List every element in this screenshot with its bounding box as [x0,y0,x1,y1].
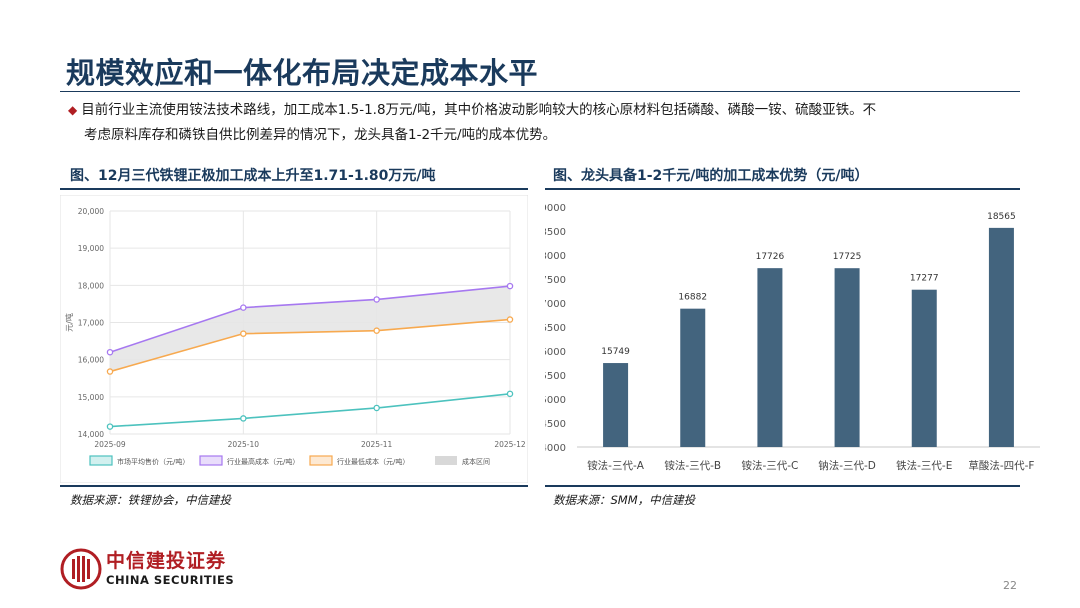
x-tick-label: 2025-12 [494,440,526,449]
y-tick-label: 19,000 [78,244,104,253]
y-tick-label: 16,000 [78,356,104,365]
series-line-1 [109,285,511,353]
bullet-text-line-1: 目前行业主流使用铵法技术路线，加工成本1.5-1.8万元/吨，其中价格波动影响较… [81,102,877,118]
left-panel-bottom-rule [60,485,528,487]
bar-4 [911,289,937,447]
legend-swatch [199,455,223,466]
bar-1 [680,308,706,447]
series-point-1 [106,348,114,356]
bar-5 [988,227,1014,447]
legend-swatch [309,455,333,466]
series-point-1 [373,296,380,303]
bar-3 [834,268,860,447]
y-tick-label: 18,000 [78,281,104,290]
cost-trend-line-chart: 14,000 15,000 16,000 17,000 18,000 19,000 20,0… [60,195,528,483]
bar-2 [757,268,783,447]
series-point-2 [373,327,380,334]
y-tick-label: 17500 [545,275,566,286]
series-line-0 [109,393,511,428]
y-tick-label: 14500 [545,419,566,430]
y-tick-label: 16500 [545,323,566,334]
legend-label: 成本区间 [462,457,490,466]
company-logo: 中信建投证券 CHINA SECURITIES [60,548,234,590]
page-number: 22 [1003,579,1017,592]
bar-data-label: 16882 [678,293,707,303]
bar-data-label: 17725 [833,252,862,262]
legend-label: 市场平均售价（元/吨） [117,457,189,466]
y-tick-label: 20,000 [78,207,104,216]
left-chart-title: 图、12月三代铁锂正极加工成本上升至1.71-1.80万元/吨 [70,168,436,184]
left-panel-top-rule [60,188,528,190]
y-tick-label: 14,000 [78,430,104,439]
y-tick-label: 15,000 [78,393,104,402]
y-tick-label: 17000 [545,299,566,310]
x-tick-label: 钠法-三代-D [818,459,876,472]
bar-0 [603,363,629,447]
x-tick-label: 2025-11 [361,440,393,449]
y-tick-label: 17,000 [78,319,104,328]
series-line-2 [109,318,511,373]
y-tick-label: 15000 [545,395,566,406]
summary-bullet: ◆ 目前行业主流使用铵法技术路线，加工成本1.5-1.8万元/吨，其中价格波动影响… [68,98,1018,148]
bullet-diamond-icon: ◆ [68,103,78,117]
page-title: 规模效应和一体化布局决定成本水平 [66,56,539,90]
citic-logo-icon [60,548,102,590]
y-tick-label: 18000 [545,251,566,262]
right-chart-title: 图、龙头具备1-2千元/吨的加工成本优势（元/吨） [553,168,869,184]
logo-chinese-name: 中信建投证券 [106,549,227,572]
title-divider [60,91,1020,92]
cost-range-band [110,286,510,372]
legend-swatch [89,455,113,466]
y-tick-label: 16000 [545,347,566,358]
x-tick-label: 草酸法-四代-F [968,459,1034,472]
y-tick-label: 15500 [545,371,566,382]
y-axis-label: 元/吨 [64,313,74,332]
line-chart-frame [60,195,528,483]
series-point-2 [240,330,247,337]
y-tick-label: 18500 [545,227,566,238]
y-tick-label: 19000 [545,203,566,214]
x-tick-label: 2025-09 [94,440,126,449]
y-tick-label: 14000 [545,443,566,454]
bullet-text-line-2: 考虑原料库存和磷铁自供比例差异的情况下，龙头具备1-2千元/吨的成本优势。 [84,127,557,143]
series-point-0 [373,404,380,412]
right-source-note: 数据来源：SMM，中信建投 [553,493,696,507]
right-panel-bottom-rule [545,485,1020,487]
x-tick-label: 铁法-三代-E [896,459,952,472]
series-point-2 [506,316,514,323]
legend-label: 行业最低成本（元/吨） [337,457,409,466]
series-point-0 [506,390,514,398]
left-source-note: 数据来源：铁锂协会，中信建投 [70,493,231,507]
legend-label: 行业最高成本（元/吨） [227,457,299,466]
x-tick-label: 铵法-三代-A [587,459,645,472]
series-point-0 [240,415,247,422]
bar-data-label: 15749 [601,347,630,357]
bar-data-label: 17726 [756,252,785,262]
x-tick-label: 铵法-三代-B [664,459,721,472]
x-tick-label: 铵法-三代-C [741,459,798,472]
series-point-0 [106,423,114,430]
x-tick-label: 2025-10 [228,440,260,449]
bar-data-label: 17277 [910,274,939,284]
series-point-2 [106,368,114,375]
logo-english-name: CHINA SECURITIES [106,572,235,587]
cost-advantage-bar-chart: 14000 14500 15000 15500 16000 16500 17000 17500… [545,203,1040,472]
right-panel-top-rule [545,188,1020,190]
legend-swatch [435,456,457,465]
bar-data-label: 18565 [987,212,1016,222]
series-point-1 [240,304,247,311]
series-point-1 [506,282,514,290]
